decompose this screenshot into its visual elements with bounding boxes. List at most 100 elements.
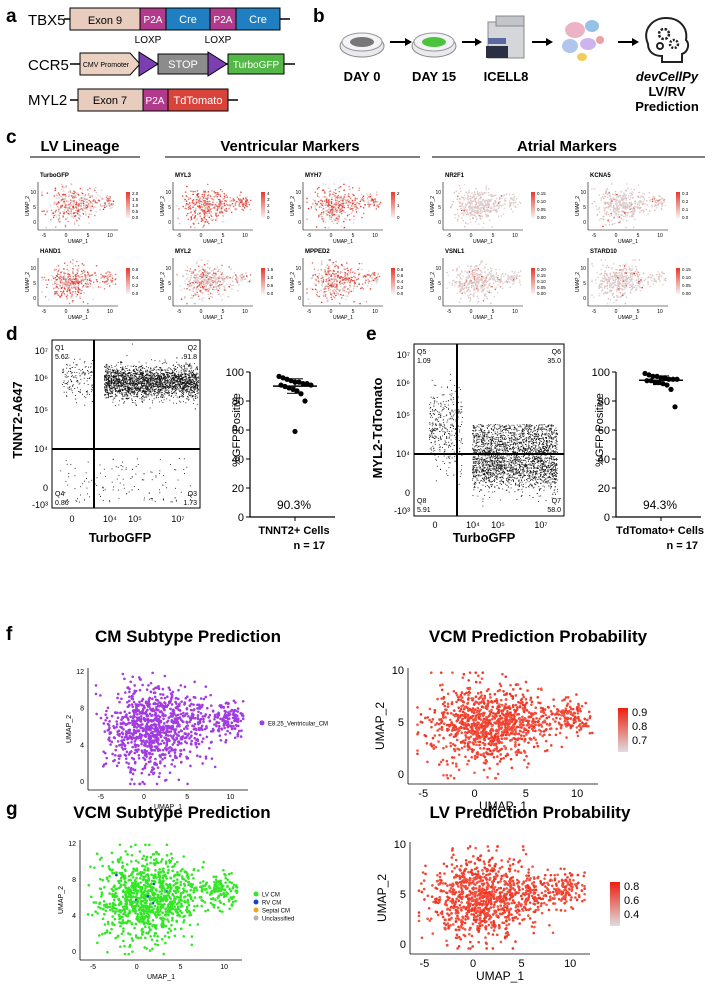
svg-text:2: 2 [267, 203, 270, 208]
svg-text:10: 10 [580, 266, 586, 272]
umap1-label: UMAP_1 [479, 799, 527, 813]
umap1-label: UMAP_1 [333, 315, 353, 321]
svg-text:0.6: 0.6 [132, 267, 139, 272]
loxp-triangle-2 [207, 51, 228, 77]
svg-text:2: 2 [397, 191, 400, 196]
svg-text:4: 4 [267, 191, 270, 196]
feature-plot-stard10: STARD10-5 0 5 100510UMAP_1UMAP_20.150.100.0… [575, 249, 691, 321]
svg-text:0: 0 [168, 296, 171, 302]
svg-text:-5: -5 [592, 309, 597, 315]
dish-day15-icon [411, 32, 457, 58]
svg-text:5: 5 [33, 281, 36, 287]
umap2-label: UMAP_2 [290, 272, 296, 292]
f-right-title: VCM Prediction Probability [429, 627, 648, 646]
ventricular-markers-header: Ventricular Markers [220, 138, 359, 155]
construct-ccr5: LOXP LOXP CCR5 CMV Promoter STOP TurboGF… [28, 35, 295, 77]
panel-label-c: c [6, 127, 17, 148]
svg-text:0.1: 0.1 [682, 207, 689, 212]
tbx5-gene-label: TBX5 [28, 12, 66, 29]
svg-text:0.15: 0.15 [537, 191, 546, 196]
umap2-label: UMAP_2 [25, 272, 31, 292]
q1-name: Q1 [55, 345, 64, 352]
svg-text:0.10: 0.10 [682, 275, 691, 280]
feature-title: MYL3 [175, 173, 192, 179]
svg-text:10: 10 [512, 233, 518, 239]
svg-text:0.0: 0.0 [132, 215, 139, 220]
svg-text:10: 10 [435, 190, 441, 196]
workflow: DAY 0 DAY 15 ICELL8 [339, 14, 699, 114]
loxp-label-2: LOXP [205, 35, 232, 46]
svg-text:0.3: 0.3 [682, 191, 689, 196]
myl2-exon-label: Exon 7 [93, 95, 127, 107]
umap2-label: UMAP_2 [375, 874, 389, 922]
svg-text:-5: -5 [307, 309, 312, 315]
icell8-instrument-icon [486, 15, 525, 59]
q3-name: Q3 [188, 491, 197, 498]
q4-name: Q4 [55, 491, 64, 498]
d-dot-n: n = 17 [294, 540, 326, 552]
svg-text:0.5: 0.5 [132, 209, 139, 214]
svg-text:1.0: 1.0 [132, 203, 139, 208]
svg-text:10: 10 [580, 190, 586, 196]
svg-text:0.4: 0.4 [397, 279, 404, 284]
svg-text:-5: -5 [42, 233, 47, 239]
dot-point [300, 381, 306, 387]
svg-text:0.6: 0.6 [397, 273, 404, 278]
feature-plot-vsnl1: VSNL1-5 0 5 100510UMAP_1UMAP_20.200.150.100… [430, 249, 546, 321]
svg-text:0.8: 0.8 [397, 267, 404, 272]
svg-text:10: 10 [242, 309, 248, 315]
q2-value: 91.8 [183, 354, 197, 361]
svg-text:10: 10 [165, 190, 171, 196]
panel-e-dot-plot: %GFP Positive TdTomato+ Cells n = 17 94.… [592, 367, 704, 552]
svg-text:10: 10 [512, 309, 518, 315]
svg-text:10: 10 [107, 309, 113, 315]
svg-text:10: 10 [107, 233, 113, 239]
svg-text:0: 0 [298, 220, 301, 226]
legend-label: Unclassified [262, 917, 294, 923]
svg-text:5: 5 [298, 205, 301, 211]
svg-text:10: 10 [372, 309, 378, 315]
svg-text:0.15: 0.15 [682, 267, 691, 272]
d-flow-ylabel: TNNT2-A647 [10, 381, 25, 458]
feature-plot-turbogfp: TurboGFP-5 0 5 100510UMAP_1UMAP_22.01.51.00… [25, 173, 139, 245]
dot-point [290, 386, 296, 392]
svg-text:0: 0 [438, 296, 441, 302]
umap2-label: UMAP_2 [160, 272, 166, 292]
e-dot-mean-label: 94.3% [643, 498, 677, 512]
panel-d-dot-plot: %GFP Positive TNNT2+ Cells n = 17 90.3% … [226, 367, 335, 552]
probability-colorbar [618, 708, 628, 752]
q6-name: Q6 [552, 349, 561, 356]
feature-title: NR2F1 [445, 173, 465, 179]
d-dot-ylabel: %GFP Positive [231, 393, 243, 467]
myl2-gene-label: MYL2 [28, 92, 67, 109]
cmv-promoter-arrow [79, 52, 141, 76]
umap2-label: UMAP_2 [160, 196, 166, 216]
svg-text:1: 1 [267, 209, 270, 214]
legend-label: RV CM [262, 901, 281, 907]
tbx5-p2a-1: P2A [144, 15, 163, 26]
panel-c-feature-plots: TurboGFP-5 0 5 100510UMAP_1UMAP_22.01.51.00… [25, 173, 691, 321]
atrial-markers-header: Atrial Markers [517, 138, 617, 155]
svg-text:0.2: 0.2 [397, 285, 404, 290]
tbx5-p2a-2: P2A [214, 15, 233, 26]
umap2-label: UMAP_2 [575, 196, 581, 216]
svg-text:10: 10 [30, 190, 36, 196]
dot-point [296, 379, 302, 385]
svg-text:0.4: 0.4 [132, 275, 139, 280]
svg-text:1.5: 1.5 [132, 197, 139, 202]
svg-text:0.00: 0.00 [537, 215, 546, 220]
e-flow-xlabel: TurboGFP [453, 530, 516, 545]
svg-text:0: 0 [397, 215, 400, 220]
icell8-label: ICELL8 [484, 69, 529, 84]
umap1-label: UMAP_1 [203, 315, 223, 321]
svg-text:0.0: 0.0 [397, 291, 404, 296]
legend-swatch [253, 907, 259, 913]
dot-point [288, 378, 294, 384]
svg-text:0.2: 0.2 [682, 199, 689, 204]
q2-name: Q2 [188, 345, 197, 352]
svg-text:-5: -5 [177, 309, 182, 315]
feature-title: MYH7 [305, 173, 322, 179]
svg-text:0.2: 0.2 [132, 283, 139, 288]
